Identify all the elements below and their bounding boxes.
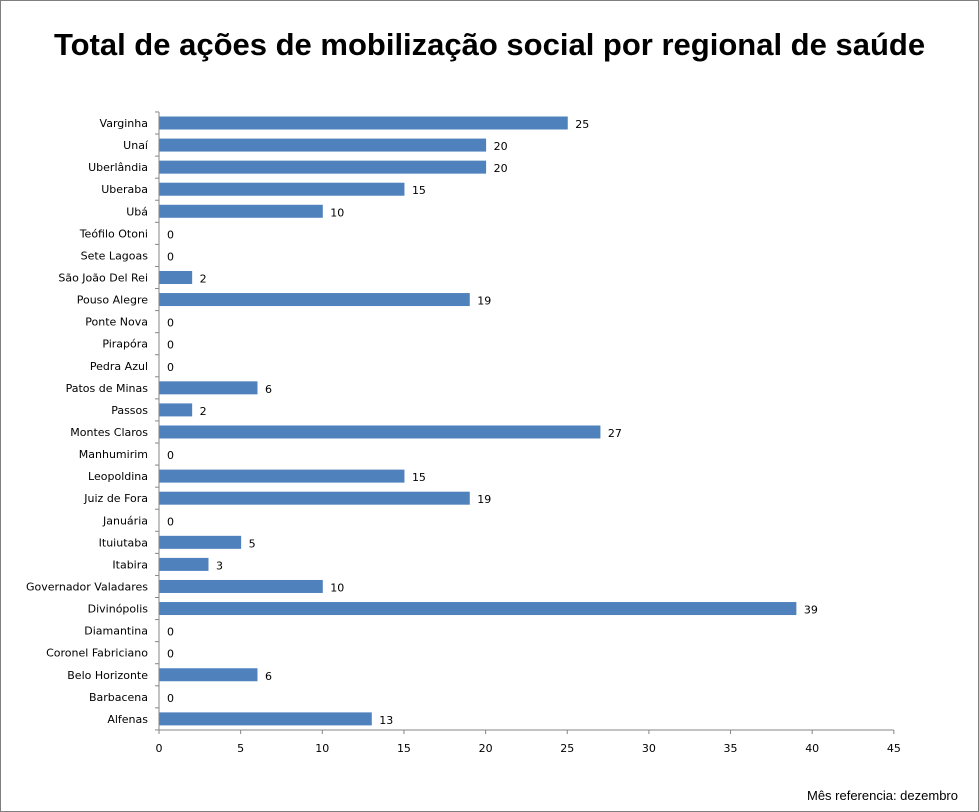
bar — [159, 535, 242, 549]
data-label: 0 — [167, 228, 174, 241]
category-label: Varginha — [100, 117, 148, 130]
value-tick-label: 40 — [805, 742, 819, 755]
bar — [159, 712, 372, 726]
category-label: Patos de Minas — [66, 382, 149, 395]
data-label: 3 — [216, 559, 223, 572]
data-label: 10 — [330, 581, 344, 594]
data-label: 39 — [804, 604, 818, 617]
bar — [159, 270, 193, 284]
category-label: Sete Lagoas — [81, 249, 149, 262]
category-label: Barbacena — [89, 691, 148, 704]
value-tick-label: 45 — [887, 742, 901, 755]
category-label: Montes Claros — [70, 426, 148, 439]
data-label: 5 — [249, 537, 256, 550]
category-label: Coronel Fabriciano — [46, 647, 148, 660]
data-label: 27 — [608, 427, 622, 440]
data-label: 0 — [167, 449, 174, 462]
data-label: 2 — [200, 272, 207, 285]
data-label: 19 — [477, 493, 491, 506]
data-label: 25 — [575, 118, 589, 131]
data-label: 13 — [379, 714, 393, 727]
data-label: 0 — [167, 339, 174, 352]
category-label: Governador Valadares — [26, 580, 148, 593]
bar — [159, 160, 487, 174]
category-label: Ubá — [126, 205, 148, 218]
data-label: 0 — [167, 692, 174, 705]
data-label: 0 — [167, 317, 174, 330]
category-label: Unaí — [123, 139, 149, 152]
category-label: Uberlândia — [88, 161, 148, 174]
value-tick-label: 10 — [315, 742, 329, 755]
bar — [159, 381, 258, 395]
category-label: Ponte Nova — [85, 316, 148, 329]
category-label: Manhumirim — [79, 448, 148, 461]
bar — [159, 602, 797, 616]
category-label: Uberaba — [101, 183, 148, 196]
category-label: Itabira — [112, 558, 148, 571]
category-label: Teófilo Otoni — [79, 227, 148, 240]
bar — [159, 403, 193, 417]
data-label: 19 — [477, 295, 491, 308]
value-tick-label: 15 — [397, 742, 411, 755]
data-label: 20 — [494, 162, 508, 175]
data-label: 15 — [412, 471, 426, 484]
category-label: Pirapóra — [102, 338, 148, 351]
data-label: 0 — [167, 361, 174, 374]
value-tick-label: 5 — [237, 742, 244, 755]
bar — [159, 204, 323, 218]
data-label: 10 — [330, 206, 344, 219]
chart-title: Total de ações de mobilização social por… — [53, 27, 926, 62]
bar — [159, 116, 568, 130]
data-label: 20 — [494, 140, 508, 153]
category-label: Diamantina — [84, 625, 148, 638]
category-label: Januária — [102, 514, 148, 527]
value-tick-label: 20 — [479, 742, 493, 755]
category-label: São João Del Rei — [58, 271, 148, 284]
bar — [159, 182, 405, 196]
category-label: Pouso Alegre — [77, 294, 149, 307]
value-tick-label: 35 — [724, 742, 738, 755]
bar — [159, 293, 470, 307]
category-label: Belo Horizonte — [67, 669, 148, 682]
bar — [159, 469, 405, 483]
bar — [159, 138, 487, 152]
bar — [159, 557, 209, 571]
category-label: Juiz de Fora — [83, 492, 148, 505]
bar — [159, 668, 258, 682]
data-label: 0 — [167, 250, 174, 263]
category-label: Passos — [111, 404, 148, 417]
category-label: Ituiutaba — [99, 536, 148, 549]
bar — [159, 579, 323, 593]
bar — [159, 425, 601, 439]
category-label: Pedra Azul — [90, 360, 148, 373]
value-tick-label: 25 — [560, 742, 574, 755]
reference-month-note: Mês referencia: dezembro — [806, 788, 958, 803]
data-label: 6 — [265, 383, 272, 396]
value-tick-label: 0 — [156, 742, 163, 755]
data-label: 6 — [265, 670, 272, 683]
bar — [159, 491, 470, 505]
category-label: Alfenas — [107, 713, 148, 726]
data-label: 0 — [167, 515, 174, 528]
data-label: 2 — [200, 405, 207, 418]
data-label: 15 — [412, 184, 426, 197]
data-label: 0 — [167, 648, 174, 661]
value-tick-label: 30 — [642, 742, 656, 755]
category-label: Divinópolis — [88, 603, 149, 616]
data-label: 0 — [167, 626, 174, 639]
category-label: Leopoldina — [88, 470, 148, 483]
